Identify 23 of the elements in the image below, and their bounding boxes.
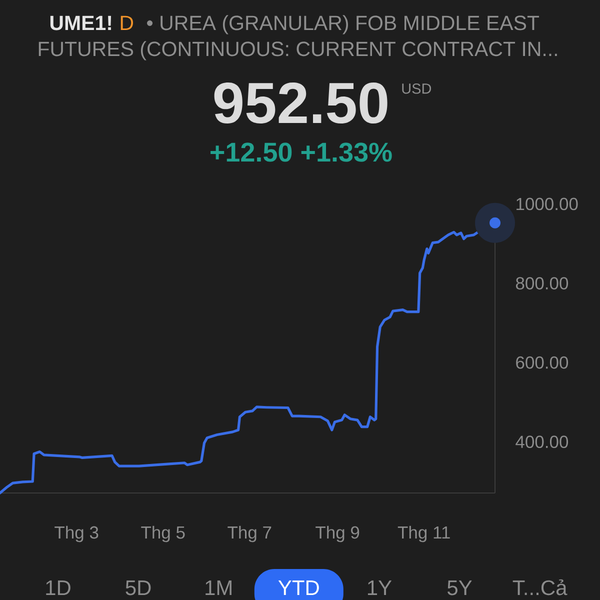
x-tick-label: Thg 9 xyxy=(316,526,360,542)
y-tick-label: 400.00 xyxy=(516,436,568,448)
text: USD xyxy=(402,83,432,94)
chart-subtitle: • UREA (GRANULAR) FOB MIDDLE EAST xyxy=(147,15,540,34)
text: 1D xyxy=(46,580,70,595)
text: YTD xyxy=(278,580,319,595)
y-tick-label: 1000.00 xyxy=(516,198,578,210)
x-tick-label: Thg 5 xyxy=(141,526,185,542)
text: 5D xyxy=(126,580,151,596)
text: T...Cả xyxy=(512,579,568,596)
text: D xyxy=(120,16,134,30)
text: 1M xyxy=(206,580,232,595)
text: FUTURES (CONTINUOUS: CURRENT CONTRACT IN... xyxy=(38,41,557,60)
text: 952.50 xyxy=(214,82,388,124)
text: +12.50 +1.33% xyxy=(210,142,392,162)
x-tick-label: Thg 11 xyxy=(398,526,450,542)
text: 1Y xyxy=(368,580,392,595)
x-tick-label: Thg 3 xyxy=(54,526,98,542)
y-tick-label: 600.00 xyxy=(516,356,568,369)
y-tick-label: 800.00 xyxy=(516,277,568,290)
chart-title: UME1! xyxy=(50,16,112,30)
x-tick-label: Thg 7 xyxy=(228,526,272,542)
text: 5Y xyxy=(448,580,472,596)
